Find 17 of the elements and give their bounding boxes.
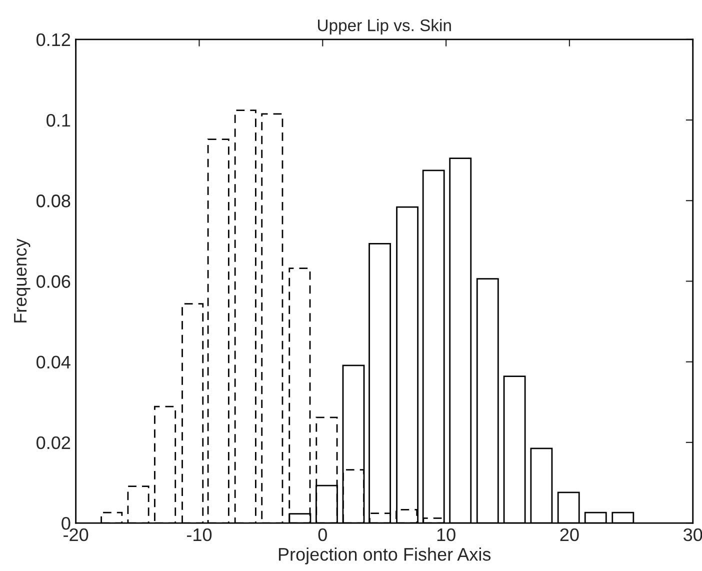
x-axis-title: Projection onto Fisher Axis bbox=[278, 548, 491, 564]
y-tick-label: 0.08 bbox=[36, 194, 70, 208]
y-tick-label: 0.06 bbox=[36, 275, 70, 288]
x-tick-label: -10 bbox=[186, 528, 212, 542]
x-tick-label: 0 bbox=[318, 528, 327, 542]
x-tick-label: 30 bbox=[684, 528, 702, 542]
y-tick-label: 0.1 bbox=[46, 114, 70, 127]
bar bbox=[288, 268, 311, 524]
y-axis-title: Frequency bbox=[14, 238, 30, 322]
x-tick-label: -20 bbox=[64, 528, 88, 542]
y-tick-label: 0.04 bbox=[36, 356, 70, 369]
y-tick-label: 0.02 bbox=[36, 436, 70, 450]
x-tick-label: 10 bbox=[437, 528, 456, 542]
chart-title: Upper Lip vs. Skin bbox=[318, 18, 451, 35]
y-tick-label: 0.12 bbox=[36, 33, 70, 46]
x-tick-label: 20 bbox=[560, 528, 579, 542]
y-tick-label: 0 bbox=[62, 516, 70, 530]
